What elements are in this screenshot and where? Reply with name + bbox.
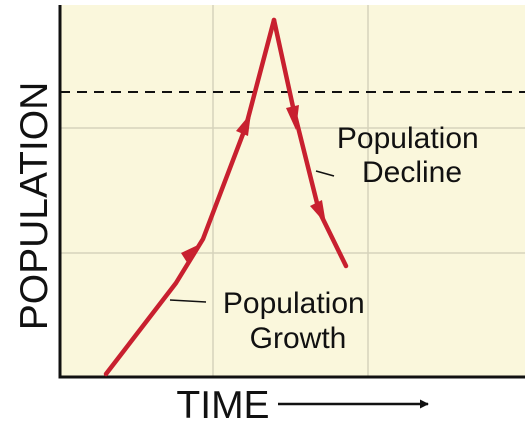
decline-segment — [271, 17, 349, 269]
growth-label-line2: Growth — [250, 322, 347, 355]
growth-label: Population Growth — [223, 287, 373, 355]
decline-arrowhead-upper — [286, 105, 299, 130]
decline-label: Population Decline — [337, 122, 487, 189]
growth-segment — [103, 17, 277, 377]
decline-label-line1: Population — [337, 122, 479, 155]
decline-label-pointer — [315, 170, 335, 177]
plot-area — [59, 5, 525, 378]
growth-arrowhead-upper — [236, 113, 251, 136]
growth-arrowhead-lower — [181, 244, 200, 264]
axis-frame — [58, 5, 525, 379]
population-curve — [103, 17, 349, 377]
growth-label-line1: Population — [223, 287, 365, 320]
growth-label-pointer — [169, 299, 207, 303]
grid — [59, 5, 525, 378]
decline-label-line2: Decline — [362, 156, 462, 189]
x-axis-label: TIME — [176, 384, 269, 427]
decline-arrowhead-lower — [310, 200, 326, 224]
y-axis-label: POPULATION — [13, 82, 56, 331]
